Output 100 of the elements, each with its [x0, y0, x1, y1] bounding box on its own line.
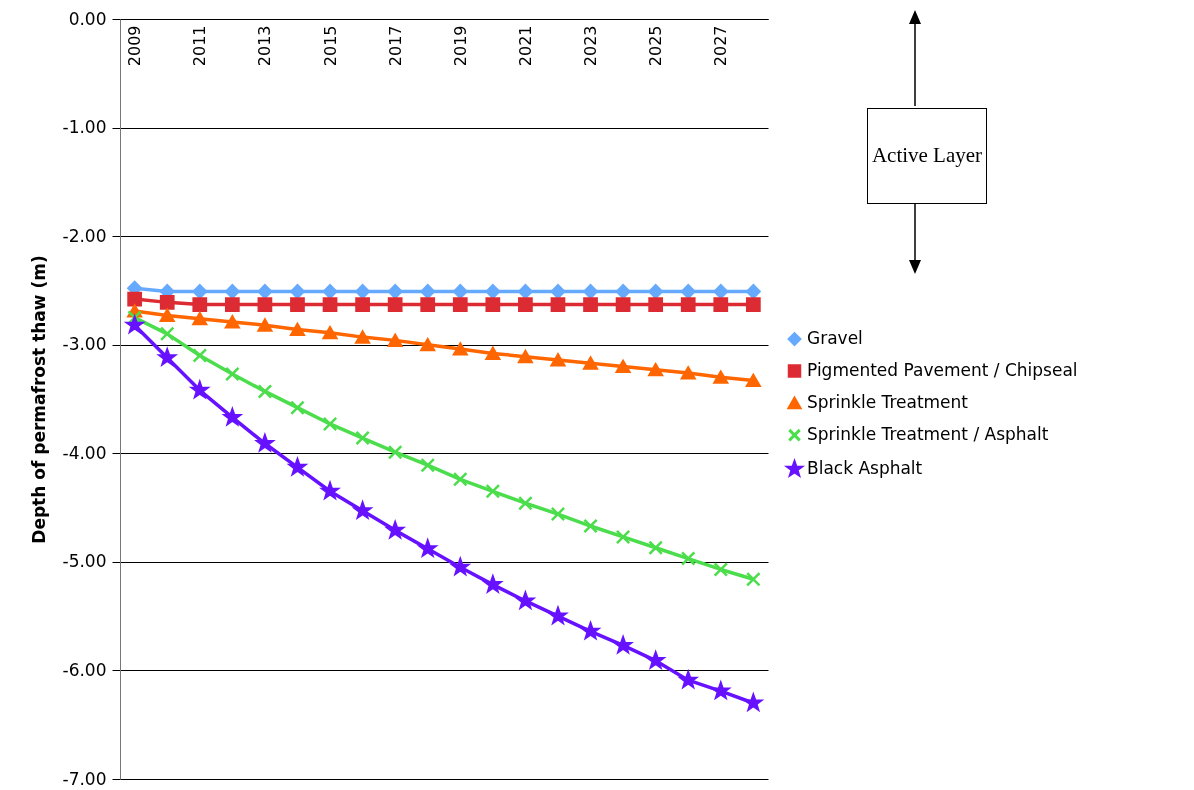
point — [290, 322, 305, 337]
y-tick-label: -7.00 — [62, 768, 107, 789]
point — [387, 444, 403, 460]
point — [355, 330, 370, 344]
legend-label: Pigmented Pavement / Chipseal — [807, 360, 1078, 381]
point — [286, 456, 309, 477]
x-tick-label: 2027 — [711, 25, 731, 67]
point — [677, 669, 699, 690]
point — [518, 297, 533, 312]
point — [713, 370, 729, 384]
point — [615, 297, 631, 312]
y-tick-label: -3.00 — [62, 334, 107, 355]
point — [159, 326, 175, 342]
point — [159, 295, 175, 310]
point — [290, 400, 305, 416]
point — [518, 495, 533, 511]
point — [192, 348, 208, 363]
point — [384, 519, 406, 540]
point — [615, 359, 631, 373]
point — [680, 551, 696, 566]
point — [452, 471, 468, 487]
x-tick-label: 2015 — [320, 25, 340, 67]
point — [127, 291, 143, 307]
point — [290, 284, 305, 299]
point — [355, 430, 370, 446]
point — [583, 284, 598, 299]
point — [583, 518, 598, 534]
point — [224, 297, 240, 312]
point — [322, 416, 338, 432]
x-tick-label: 2011 — [190, 25, 210, 67]
point — [417, 537, 439, 558]
point — [580, 620, 602, 641]
y-tick-label: -1.00 — [62, 117, 107, 138]
x-tick-label: 2013 — [255, 25, 275, 67]
y-tick-label: 0.00 — [68, 8, 107, 29]
point — [518, 284, 533, 299]
point — [192, 297, 208, 312]
point — [713, 297, 729, 312]
x-tick-label: 2021 — [515, 25, 535, 67]
y-axis-title: Depth of permafrost thaw (m) — [28, 255, 49, 544]
point — [224, 366, 240, 382]
point — [550, 353, 566, 367]
point — [452, 284, 468, 299]
point — [713, 562, 729, 577]
point — [452, 297, 468, 312]
point — [156, 346, 178, 367]
point — [387, 333, 403, 347]
point — [124, 314, 146, 335]
point — [550, 297, 566, 312]
point — [290, 297, 305, 312]
point — [420, 338, 436, 352]
point — [192, 312, 208, 326]
point — [648, 363, 664, 377]
point — [257, 384, 273, 399]
point — [322, 297, 338, 312]
y-tick-label: -5.00 — [62, 551, 107, 572]
point — [257, 318, 273, 332]
x-tick-label: 2019 — [450, 25, 470, 67]
point — [254, 432, 276, 453]
point — [420, 297, 436, 312]
point — [680, 366, 696, 380]
point — [189, 379, 211, 400]
point — [322, 326, 338, 340]
point — [159, 308, 175, 322]
x-tick-label: 2025 — [646, 25, 666, 67]
point — [387, 297, 403, 312]
point — [745, 373, 761, 388]
y-tick-label: -4.00 — [62, 442, 107, 463]
point — [550, 284, 566, 299]
y-tick-label: -6.00 — [62, 659, 107, 680]
point — [257, 284, 273, 299]
point — [745, 284, 761, 299]
point — [518, 350, 533, 364]
point — [615, 284, 631, 299]
point — [550, 506, 566, 522]
point — [257, 297, 273, 312]
point — [221, 406, 243, 427]
point — [192, 284, 208, 299]
y-tick-label: -2.00 — [62, 225, 107, 246]
point — [224, 315, 240, 329]
legend-label: Gravel — [807, 328, 863, 349]
point — [452, 342, 468, 356]
point — [355, 297, 370, 312]
point — [420, 457, 436, 473]
point — [713, 284, 729, 299]
legend-label: Sprinkle Treatment — [807, 392, 969, 413]
point — [485, 284, 501, 299]
point — [485, 297, 501, 312]
point — [583, 356, 598, 370]
point — [680, 284, 696, 299]
point — [322, 284, 338, 299]
point — [745, 297, 761, 312]
point — [485, 483, 501, 499]
point — [485, 346, 501, 360]
point — [482, 573, 504, 594]
point — [449, 556, 471, 577]
point — [583, 297, 598, 312]
point — [355, 284, 370, 299]
legend-label: Sprinkle Treatment / Asphalt — [807, 424, 1049, 445]
point — [745, 571, 761, 587]
